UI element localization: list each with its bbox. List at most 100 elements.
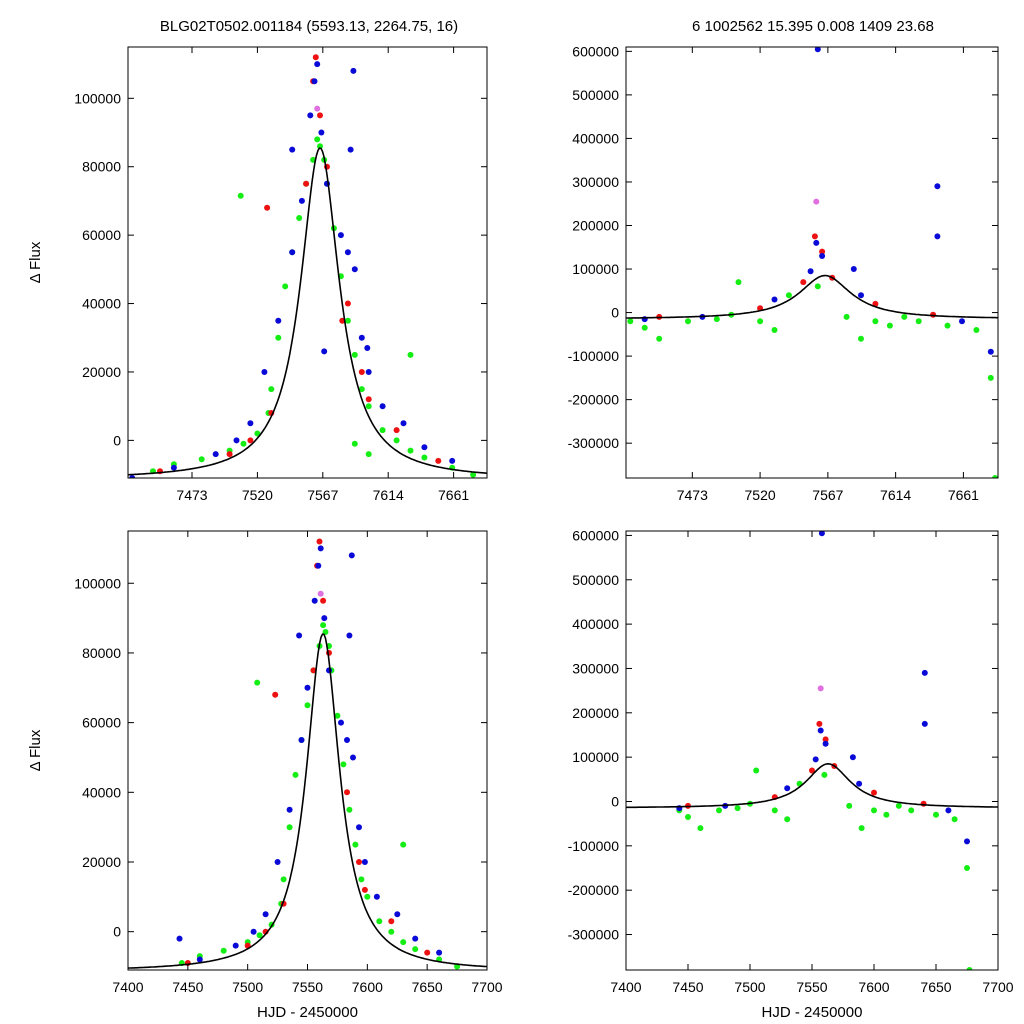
data-point-series_c [814, 283, 821, 290]
x-tick-label: 7473 [677, 487, 708, 503]
x-tick-label: 7614 [373, 487, 404, 503]
data-point-series_c [858, 335, 864, 342]
panel-top-left: 7473 7520 7567 7614 7661 0 20000 40000 60000 8000… [27, 46, 488, 503]
data-point-series_b [771, 296, 778, 303]
data-point-series_b [394, 911, 401, 918]
data-point-series_b [358, 334, 365, 341]
data-point-series_c [296, 215, 303, 221]
data-point-series_a [303, 180, 310, 187]
data-point-series_c [320, 622, 327, 629]
data-point-series_c [421, 454, 428, 461]
data-point-series_a [344, 789, 350, 796]
model-curve [128, 633, 487, 969]
data-point-series_b [934, 183, 941, 190]
model-curve [626, 274, 998, 319]
data-point-series_c [685, 318, 691, 325]
data-point-series_b [250, 928, 257, 935]
data-point-series_b [311, 78, 318, 85]
data-point-series_b [987, 348, 994, 355]
x-tick-label: 7450 [172, 979, 203, 995]
data-point-series_a [356, 859, 362, 865]
data-point-series_c [964, 865, 970, 871]
data-point-outlier [314, 105, 321, 112]
data-point-series_a [388, 918, 395, 925]
data-point-series_c [771, 807, 778, 814]
x-tick-label: 7614 [880, 487, 911, 503]
data-point-series_b [275, 317, 282, 324]
data-point-series_b [364, 345, 371, 351]
data-point-series_b [298, 737, 305, 743]
data-point-series_b [379, 403, 386, 410]
data-point-series_b [298, 197, 305, 204]
data-point-series_c [407, 447, 414, 454]
y-tick-label: 400000 [572, 130, 619, 146]
y-tick-label: -200000 [568, 392, 620, 408]
data-point-series_c [858, 825, 865, 832]
data-point-series_c [735, 279, 742, 286]
data-point-series_c [933, 811, 939, 818]
data-point-series_a [822, 736, 829, 743]
data-point-series_a [435, 457, 442, 464]
data-point-series_a [226, 451, 233, 458]
data-point-series_b [812, 756, 819, 763]
data-point-series_c [785, 292, 792, 299]
panel-bottom-right: 7400 7450 7500 7550 7600 7650 7700 -300000 -2000… [568, 527, 1014, 1021]
y-tick-label: -300000 [568, 927, 620, 943]
data-point-series_b [289, 249, 296, 256]
data-point-series_b [934, 233, 941, 240]
data-point-series_a [365, 396, 372, 403]
data-point-series_c [351, 440, 358, 447]
data-point-series_c [871, 807, 877, 814]
data-point-series_b [350, 67, 357, 74]
data-point-series_c [344, 317, 351, 324]
y-tick-label: 40000 [82, 296, 121, 312]
data-point-series_b [317, 545, 324, 552]
x-tick-label: 7600 [352, 979, 383, 995]
data-point-series_c [365, 451, 372, 458]
left-title: BLG02T0502.001184 (5593.13, 2264.75, 16) [160, 18, 458, 35]
data-point-series_b [807, 268, 814, 275]
data-point-series_b [286, 806, 293, 813]
x-tick-label: 7473 [176, 487, 207, 503]
x-tick-label: 7400 [112, 979, 143, 995]
data-point-series_b [921, 669, 928, 676]
data-point-series_b [858, 292, 864, 299]
data-point-series_b [817, 727, 824, 734]
data-point-series_b [361, 859, 368, 865]
data-point-series_b [314, 61, 321, 68]
data-point-series_b [348, 552, 355, 559]
data-point-series_a [811, 233, 818, 240]
x-tick-label: 7600 [858, 979, 889, 995]
data-point-series_c [346, 806, 353, 813]
data-point-series_b [318, 129, 325, 136]
data-point-series_c [886, 322, 893, 329]
data-point-series_c [951, 816, 958, 823]
plot-area [128, 538, 487, 970]
x-tick-label: 7550 [796, 979, 827, 995]
y-tick-label: -200000 [568, 882, 620, 898]
y-tick-label: 200000 [572, 217, 619, 233]
plot-frame [625, 46, 999, 479]
y-tick-label: 300000 [572, 660, 619, 676]
data-point-series_c [915, 318, 922, 325]
data-point-series_b [338, 719, 344, 726]
y-tick-label: 200000 [572, 705, 619, 721]
data-point-series_a [264, 204, 271, 211]
data-point-series_c [379, 427, 386, 434]
data-point-outlier [317, 590, 324, 597]
data-point-series_b [344, 737, 350, 743]
data-point-series_b [307, 112, 314, 119]
data-point-series_c [627, 318, 634, 325]
data-point-series_c [846, 802, 853, 809]
data-point-series_c [280, 876, 287, 883]
data-point-series_c [908, 807, 915, 814]
y-tick-label: 100000 [74, 90, 121, 106]
data-point-series_c [286, 824, 293, 831]
y-tick-label: 300000 [572, 174, 619, 190]
data-point-series_a [393, 427, 400, 434]
x-tick-label: 7400 [610, 979, 641, 995]
data-point-series_b [261, 369, 268, 375]
x-tick-label: 7700 [471, 979, 502, 995]
x-tick-label: 7520 [745, 487, 776, 503]
data-point-series_c [883, 811, 890, 818]
